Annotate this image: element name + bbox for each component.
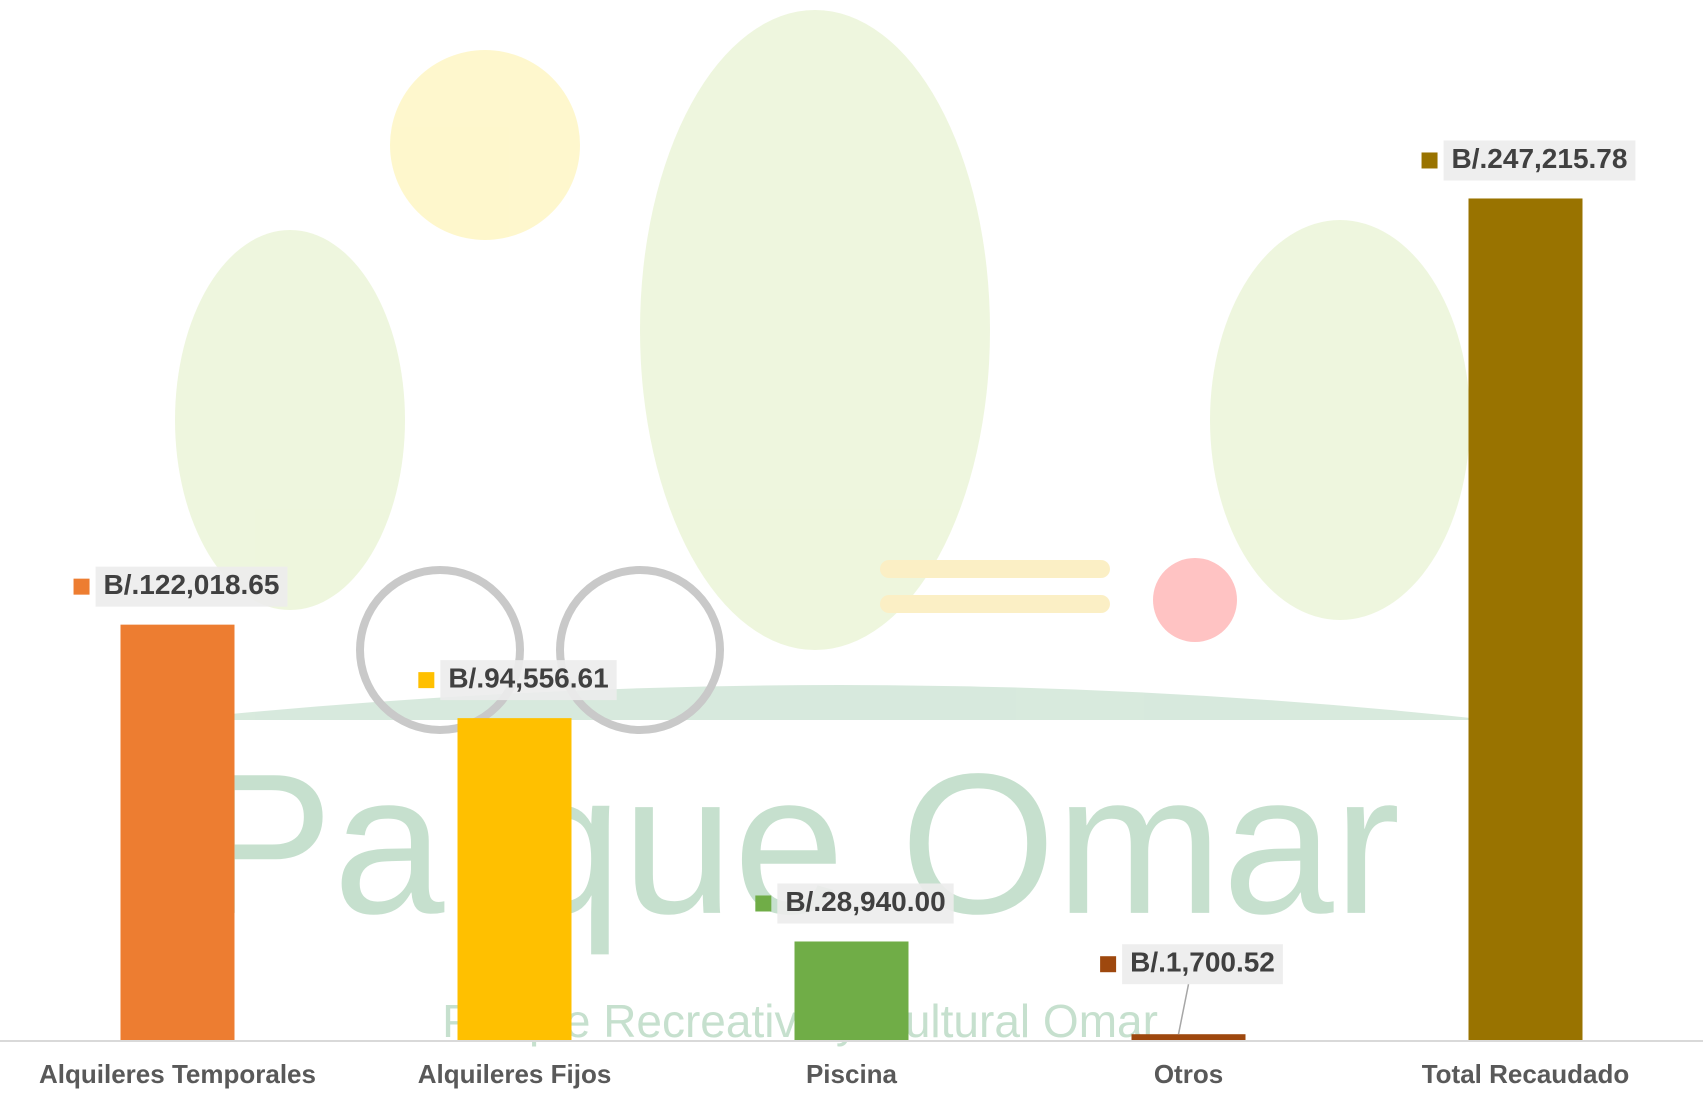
data-label-box xyxy=(95,566,288,607)
legend-key xyxy=(418,672,435,689)
data-label: B/.1,700.52 xyxy=(1130,947,1275,978)
x-tick-label: Alquileres Temporales xyxy=(39,1059,316,1089)
legend-key xyxy=(1100,956,1117,973)
data-label: B/.247,215.78 xyxy=(1452,143,1628,174)
data-label: B/.122,018.65 xyxy=(104,569,280,600)
legend-key xyxy=(755,895,772,912)
bar xyxy=(1468,198,1583,1040)
x-tick-label: Total Recaudado xyxy=(1422,1059,1630,1089)
x-tick-label: Piscina xyxy=(806,1059,898,1089)
data-label-box xyxy=(1122,944,1283,985)
background-illustration xyxy=(170,10,1490,734)
bar xyxy=(1131,1034,1246,1040)
x-tick-label: Alquileres Fijos xyxy=(418,1059,612,1089)
x-tick-label: Otros xyxy=(1154,1059,1223,1089)
legend-key xyxy=(1421,152,1438,169)
data-label-box xyxy=(777,883,954,924)
data-label: B/.28,940.00 xyxy=(785,886,945,917)
bar xyxy=(457,718,572,1040)
bar xyxy=(794,941,909,1040)
bar xyxy=(120,624,235,1040)
legend-key xyxy=(73,578,90,595)
data-label: B/.94,556.61 xyxy=(448,663,608,694)
data-label-box xyxy=(1443,140,1636,181)
data-label-box xyxy=(440,660,617,701)
leader-line xyxy=(1177,984,1190,1035)
